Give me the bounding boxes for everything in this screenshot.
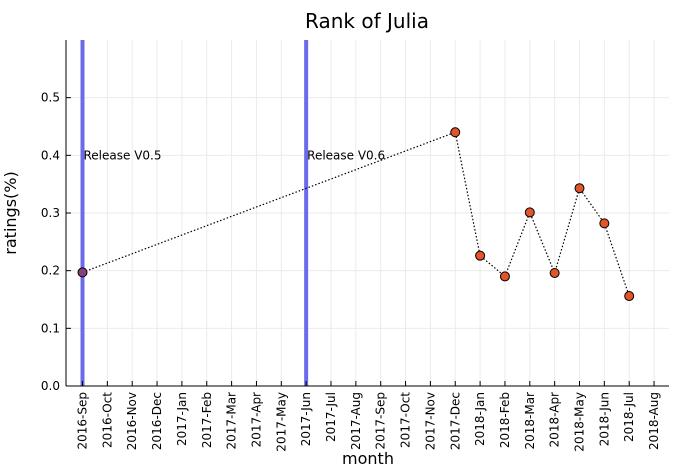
y-axis-label: ratings(%)	[1, 171, 20, 254]
x-tick-label: 2017-Jun	[299, 392, 313, 446]
data-point	[499, 271, 510, 282]
x-tick-label: 2017-Sep	[374, 392, 388, 450]
y-tick-label: 0.3	[41, 206, 60, 220]
x-ticks: 2016-Sep 2016-Oct 2016-Nov 2016-Dec 2017-Jan…	[76, 381, 661, 452]
data-point	[475, 250, 486, 261]
x-tick-label: 2017-Feb	[200, 392, 214, 448]
y-tick-label: 0.1	[41, 321, 60, 335]
x-tick-label: 2017-Nov	[423, 392, 437, 450]
x-tick-label: 2018-Jul	[622, 392, 636, 442]
x-tick-label: 2018-Apr	[548, 392, 562, 447]
data-point	[450, 127, 461, 138]
x-tick-label: 2017-Mar	[225, 392, 239, 450]
x-tick-label: 2018-Jun	[597, 392, 611, 446]
x-tick-label: 2017-Jul	[324, 392, 338, 442]
data-point	[599, 218, 610, 229]
x-tick-label: 2016-Sep	[76, 392, 90, 450]
x-tick-label: 2017-Aug	[349, 392, 363, 450]
data-point	[624, 291, 635, 302]
data-point	[574, 183, 585, 194]
y-tick-label: 0.2	[41, 264, 60, 278]
annotation-label: Release V0.6	[307, 148, 385, 162]
x-tick-label: 2018-May	[573, 392, 587, 452]
annotations: Release V0.5 Release V0.6	[84, 148, 386, 162]
x-tick-label: 2018-Feb	[498, 392, 512, 448]
x-tick-label: 2017-Dec	[448, 392, 462, 450]
series	[77, 127, 635, 302]
x-tick-label: 2017-Apr	[249, 392, 263, 447]
annotation-label: Release V0.5	[84, 148, 162, 162]
data-point	[77, 267, 88, 278]
y-tick-label: 0.5	[41, 91, 60, 105]
grid	[66, 40, 669, 387]
x-tick-label: 2016-Nov	[125, 392, 139, 450]
x-tick-label: 2018-Aug	[647, 392, 661, 450]
y-tick-label: 0.0	[41, 379, 60, 393]
chart-title: Rank of Julia	[305, 9, 429, 33]
release-lines	[80, 40, 309, 386]
y-tick-label: 0.4	[41, 148, 60, 162]
x-tick-label: 2018-Jan	[473, 392, 487, 446]
x-tick-label: 2016-Dec	[150, 392, 164, 450]
x-tick-label: 2018-Mar	[523, 392, 537, 450]
x-tick-label: 2017-May	[274, 392, 288, 452]
data-point	[549, 267, 560, 278]
data-point	[524, 207, 535, 218]
x-tick-label: 2017-Jan	[175, 392, 189, 446]
x-tick-label: 2016-Oct	[100, 392, 114, 448]
x-tick-label: 2017-Oct	[399, 392, 413, 448]
x-axis-label: month	[342, 449, 394, 468]
y-ticks: 0.0 0.1 0.2 0.3 0.4 0.5	[41, 91, 71, 393]
